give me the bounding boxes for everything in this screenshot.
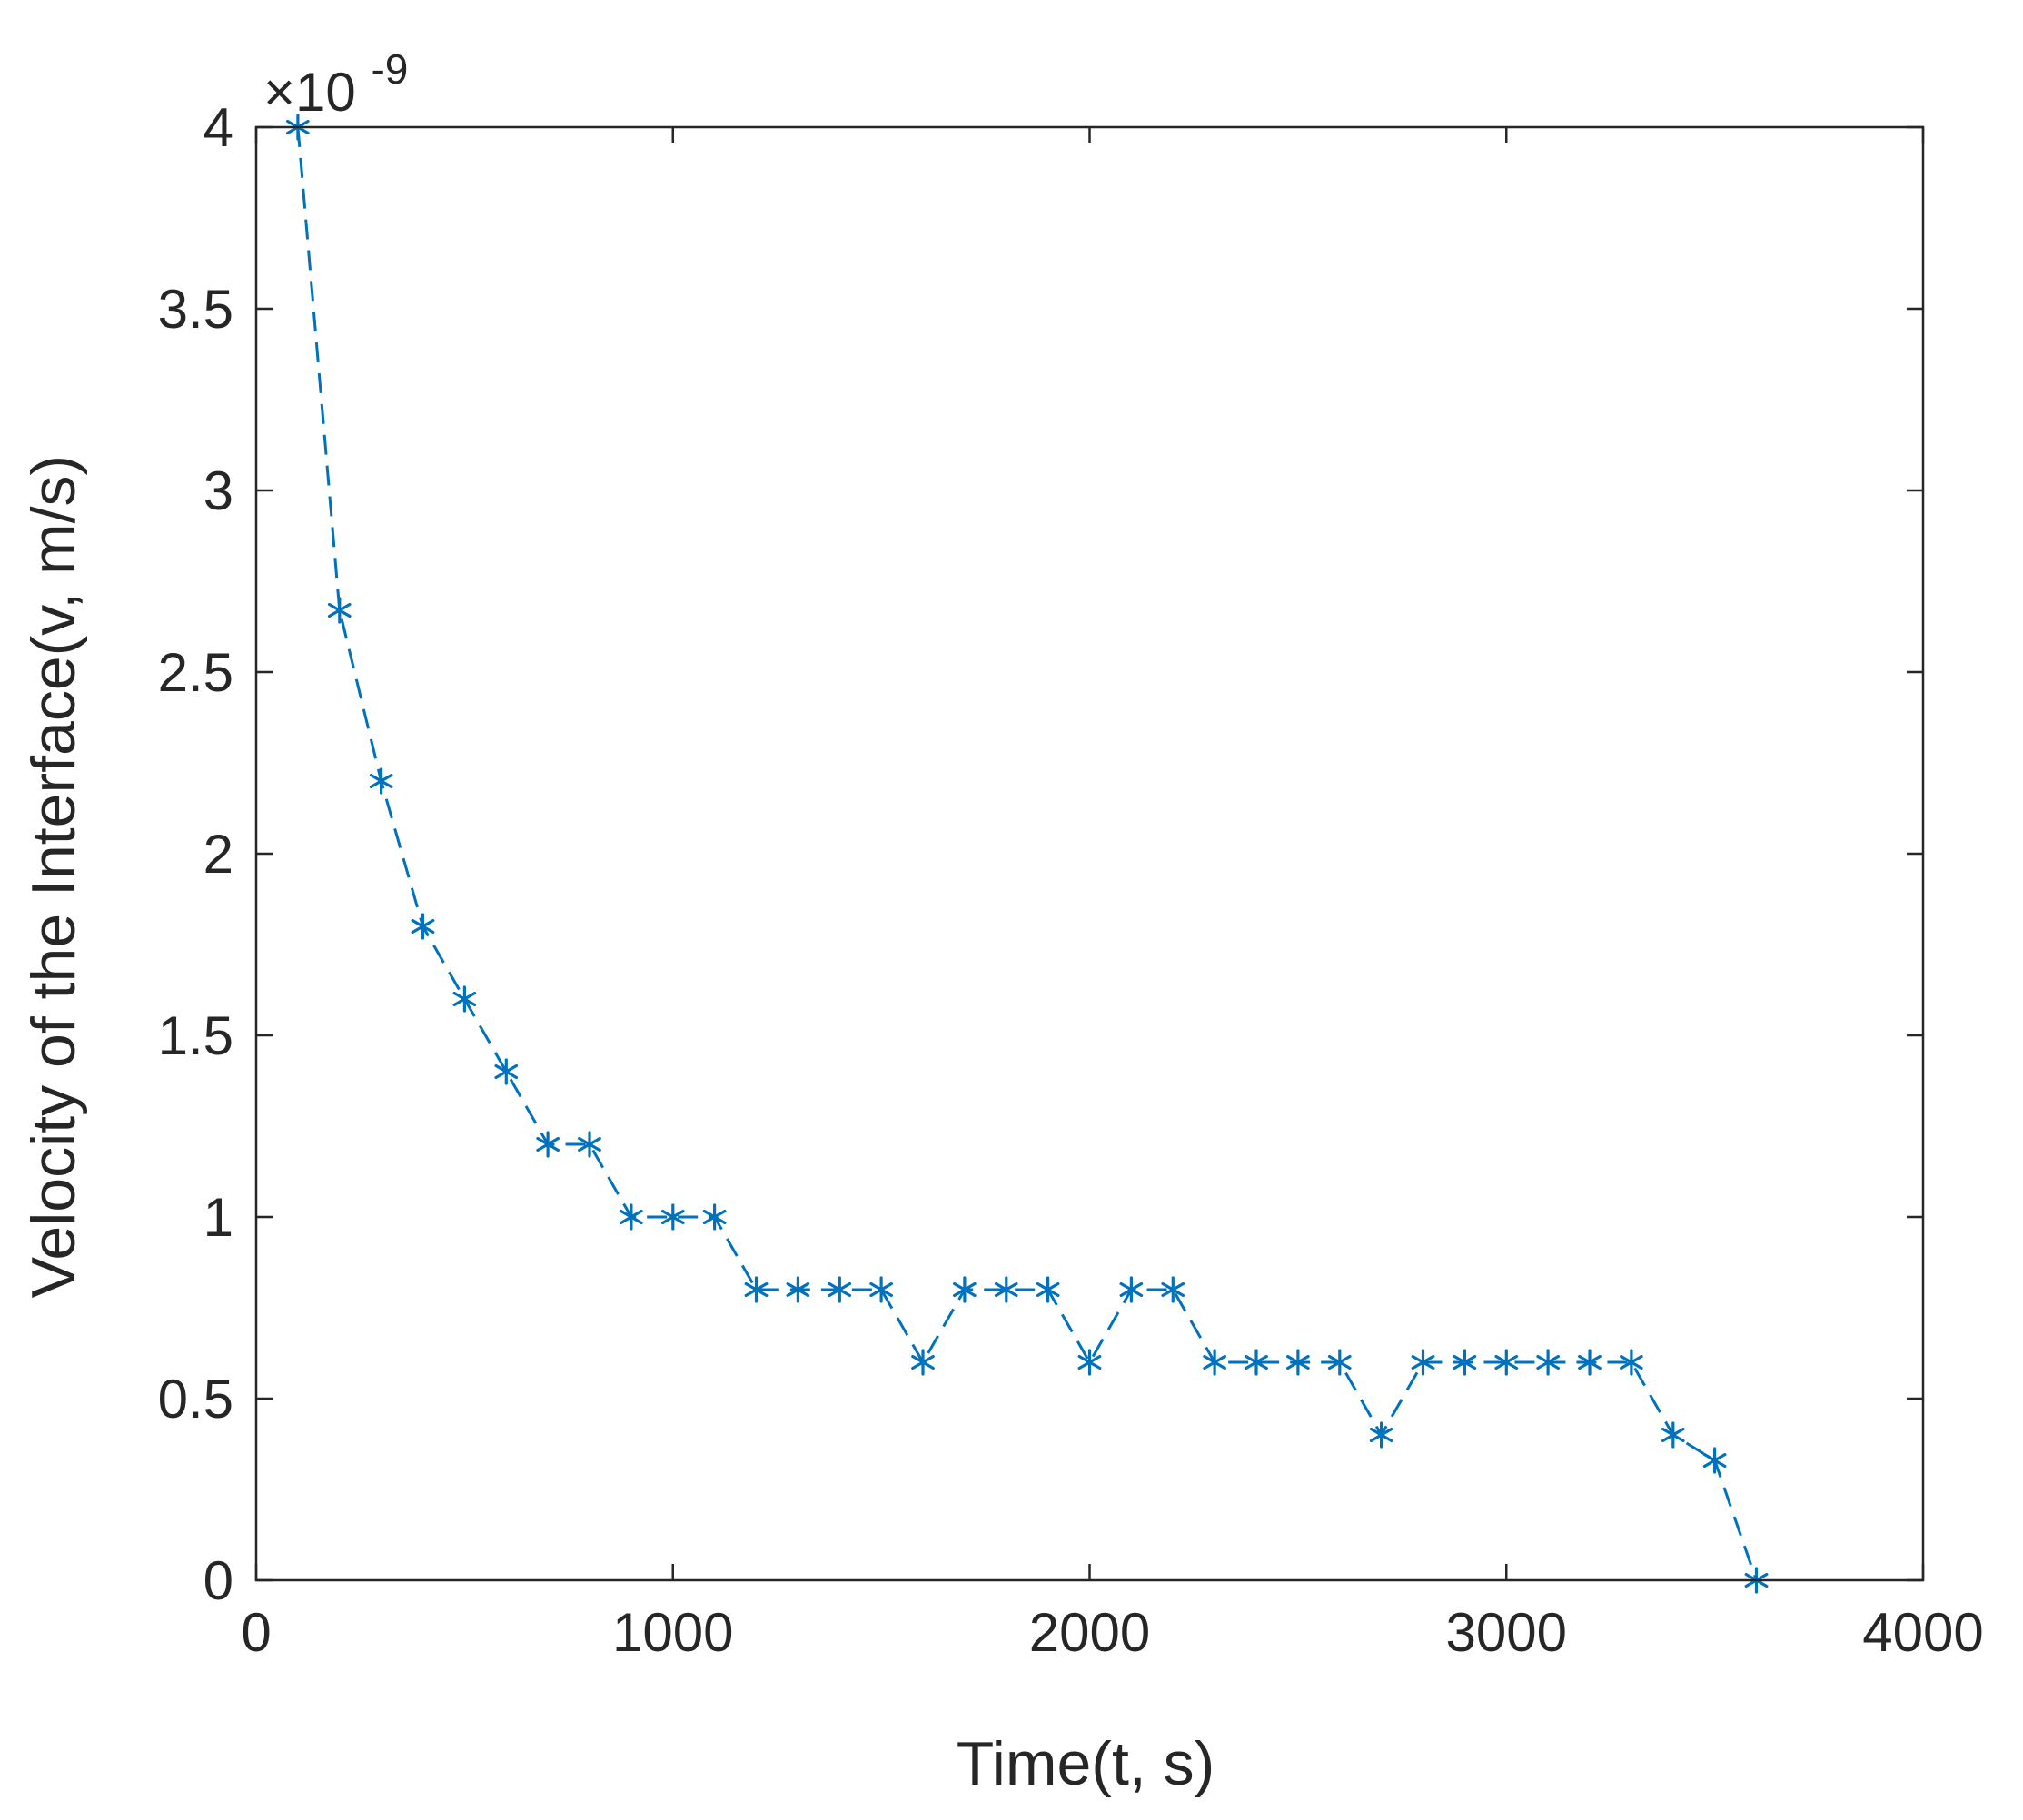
data-point (952, 1276, 977, 1303)
data-point (1494, 1349, 1519, 1376)
data-point (994, 1276, 1018, 1303)
plot-area (296, 126, 1758, 1581)
data-point (1203, 1349, 1227, 1376)
data-point (411, 913, 435, 940)
data-point (619, 1203, 643, 1231)
data-point (1702, 1447, 1727, 1474)
y-axis-exponent-base: ×10 (263, 62, 356, 123)
data-point (1411, 1349, 1435, 1376)
axis-labels: Time(t, s) Velocity of the Interface(v, … (19, 45, 1984, 1798)
data-point (1578, 1349, 1602, 1376)
x-tick-label: 2000 (1029, 1602, 1150, 1663)
data-point (578, 1131, 601, 1158)
y-axis-title: Velocity of the Interface(v, m/s) (19, 455, 88, 1298)
y-tick-label: 4 (203, 97, 233, 158)
y-tick-label: 2 (203, 824, 233, 885)
data-point (1369, 1421, 1393, 1449)
data-point (660, 1203, 685, 1231)
data-point (869, 1276, 894, 1303)
data-point (911, 1349, 935, 1376)
y-tick-label: 1 (203, 1187, 233, 1248)
y-axis-exponent: ×10 -9 (263, 45, 408, 123)
data-point (1285, 1349, 1310, 1376)
data-point (327, 597, 352, 624)
data-point (1036, 1276, 1060, 1303)
data-point (369, 767, 393, 795)
y-tick-label: 2.5 (158, 642, 233, 703)
data-point (1453, 1349, 1477, 1376)
data-point (1077, 1349, 1102, 1376)
data-point (702, 1203, 727, 1231)
y-tick-label: 0 (203, 1550, 233, 1611)
data-point (1619, 1349, 1643, 1376)
y-tick-label: 0.5 (158, 1369, 233, 1429)
data-point (494, 1058, 519, 1085)
data-point (1161, 1276, 1185, 1303)
x-tick-label: 3000 (1446, 1602, 1567, 1663)
data-point (1119, 1276, 1144, 1303)
x-tick-label: 4000 (1862, 1602, 1983, 1663)
data-point (786, 1276, 810, 1303)
data-point (1661, 1421, 1685, 1449)
data-point (1245, 1349, 1268, 1376)
axes (254, 125, 1925, 1582)
data-point (744, 1276, 769, 1303)
y-tick-label: 1.5 (158, 1005, 233, 1066)
y-tick-label: 3.5 (158, 279, 233, 340)
x-tick-label: 1000 (612, 1602, 733, 1663)
x-axis-title: Time(t, s) (957, 1729, 1215, 1798)
data-point (536, 1131, 560, 1158)
data-point (828, 1276, 852, 1303)
marker-layer (286, 114, 1769, 1594)
data-point (452, 985, 477, 1013)
y-axis-exponent-power: -9 (371, 45, 408, 93)
data-point (1327, 1349, 1352, 1376)
y-tick-label: 3 (203, 460, 233, 521)
series-line (296, 126, 1758, 1581)
x-tick-label: 0 (241, 1602, 271, 1663)
data-point (1536, 1349, 1561, 1376)
